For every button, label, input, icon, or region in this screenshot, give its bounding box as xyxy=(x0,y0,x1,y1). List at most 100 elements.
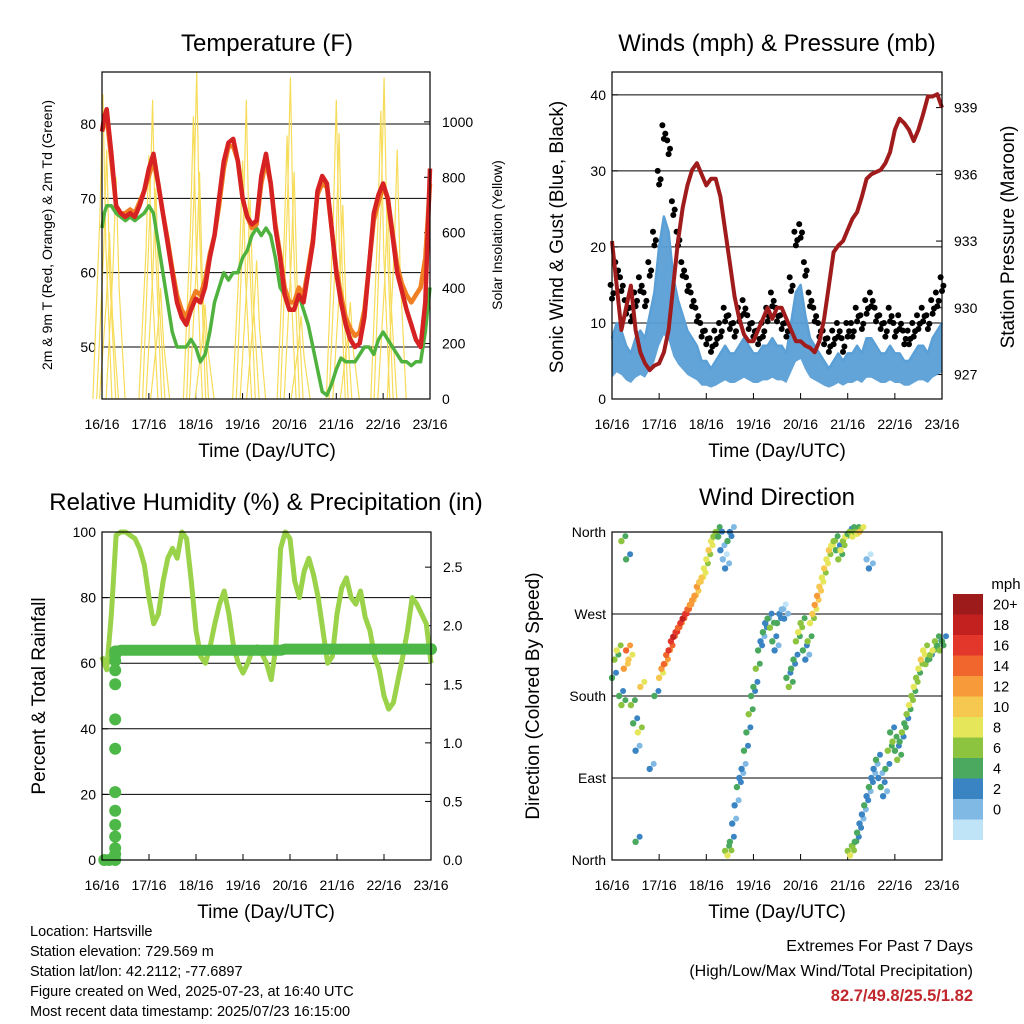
gust-point xyxy=(643,297,650,304)
gust-point xyxy=(640,289,647,296)
direction-point xyxy=(801,615,808,622)
gust-point xyxy=(607,281,614,288)
direction-point xyxy=(867,551,874,558)
gust-point xyxy=(840,348,846,355)
gust-point xyxy=(799,229,805,236)
direction-point xyxy=(634,715,641,722)
gust-point xyxy=(617,274,623,281)
gust-point xyxy=(914,312,920,319)
direction-point xyxy=(721,565,729,572)
gust-point xyxy=(744,312,751,319)
gust-point xyxy=(805,289,812,296)
direction-point xyxy=(729,820,736,827)
direction-point xyxy=(745,742,751,749)
gust-point xyxy=(825,348,832,355)
gust-point xyxy=(796,221,803,228)
wind-band xyxy=(612,216,942,388)
direction-panel: Wind Direction North East South West North 16… xyxy=(523,484,1021,923)
direction-point xyxy=(858,811,866,818)
gust-point xyxy=(843,320,850,326)
plot-border xyxy=(101,531,432,861)
direction-point xyxy=(936,647,943,654)
x-tick-label: 21/16 xyxy=(319,877,354,893)
direction-point xyxy=(634,729,642,736)
gust-point xyxy=(668,198,675,205)
direction-point xyxy=(894,756,901,763)
x-tick-label: 23/16 xyxy=(412,416,447,432)
y-tick-label: 40 xyxy=(80,721,96,737)
direction-point xyxy=(886,760,893,767)
gust-point xyxy=(808,297,815,304)
x-tick-label: 21/16 xyxy=(830,416,865,432)
winds-panel: Winds (mph) & Pressure (mb) 0 10 20 30 40 927… xyxy=(547,30,1019,462)
gust-point xyxy=(764,318,771,325)
plot-border xyxy=(611,71,943,400)
x-tick-label: 18/16 xyxy=(178,877,213,893)
legend-swatch xyxy=(953,717,983,738)
gust-point xyxy=(681,267,688,274)
y-tick-label: 70 xyxy=(80,190,96,206)
gust-point xyxy=(885,304,892,311)
insolation-spike xyxy=(373,77,394,400)
direction-point xyxy=(705,547,712,554)
temp-2m-line xyxy=(99,106,433,350)
gust-point xyxy=(783,333,790,340)
gust-point xyxy=(821,341,828,348)
direction-point xyxy=(797,619,804,627)
precip-jump-point xyxy=(109,786,122,799)
gust-point xyxy=(935,297,942,304)
direction-point xyxy=(884,747,891,754)
direction-point xyxy=(889,738,896,745)
direction-point xyxy=(759,629,767,636)
gust-point xyxy=(899,327,906,334)
direction-point xyxy=(875,774,882,782)
direction-point xyxy=(771,647,778,654)
recent-data-text: Most recent data timestamp: 2025/07/23 1… xyxy=(30,1004,351,1020)
gust-point xyxy=(652,237,659,244)
direction-plot-area: North East South West North 16/16 17/16 18/16 19… xyxy=(569,524,960,893)
direction-point xyxy=(870,765,877,773)
winds-ylabel: Sonic Wind & Gust (Blue, Black) xyxy=(547,101,568,373)
gust-point xyxy=(904,327,911,334)
gust-point xyxy=(638,282,645,289)
gust-point xyxy=(928,297,935,304)
precip-jump-point xyxy=(109,842,122,855)
gust-point xyxy=(895,312,902,319)
gust-point xyxy=(619,282,626,289)
rh-line xyxy=(99,529,434,712)
x-tick-label: 19/16 xyxy=(736,416,771,432)
y-tick-label: 30 xyxy=(590,163,606,179)
humidity-title: Relative Humidity (%) & Precipitation (i… xyxy=(49,489,482,516)
legend-title: mph xyxy=(991,576,1020,593)
y2-tick-label: 933 xyxy=(954,233,978,249)
direction-point xyxy=(905,701,913,709)
direction-point xyxy=(912,674,920,681)
gust-point xyxy=(730,320,737,326)
direction-point xyxy=(622,697,629,704)
direction-point xyxy=(872,756,880,763)
direction-point xyxy=(935,633,942,640)
direction-point xyxy=(625,656,632,663)
y-tick-label: South xyxy=(569,688,606,704)
gust-point xyxy=(891,333,898,340)
gust-point xyxy=(701,327,708,334)
x-tick-label: 16/16 xyxy=(594,416,629,432)
insolation-spike xyxy=(235,99,256,400)
gust-point xyxy=(924,326,931,332)
direction-point xyxy=(665,647,672,654)
y-tick-label: West xyxy=(574,606,606,622)
gust-point xyxy=(665,151,672,158)
direction-point xyxy=(747,724,754,731)
direction-point xyxy=(735,797,742,804)
gust-point xyxy=(850,328,857,335)
legend-swatch xyxy=(953,614,983,635)
gust-point xyxy=(651,242,658,249)
insolation-spike xyxy=(246,260,267,400)
direction-point xyxy=(631,697,638,704)
x-tick-label: 20/16 xyxy=(272,877,307,893)
legend-swatch xyxy=(953,737,983,758)
direction-point xyxy=(785,610,792,617)
direction-point xyxy=(792,638,800,645)
direction-point xyxy=(617,642,624,649)
gust-point xyxy=(890,320,897,326)
